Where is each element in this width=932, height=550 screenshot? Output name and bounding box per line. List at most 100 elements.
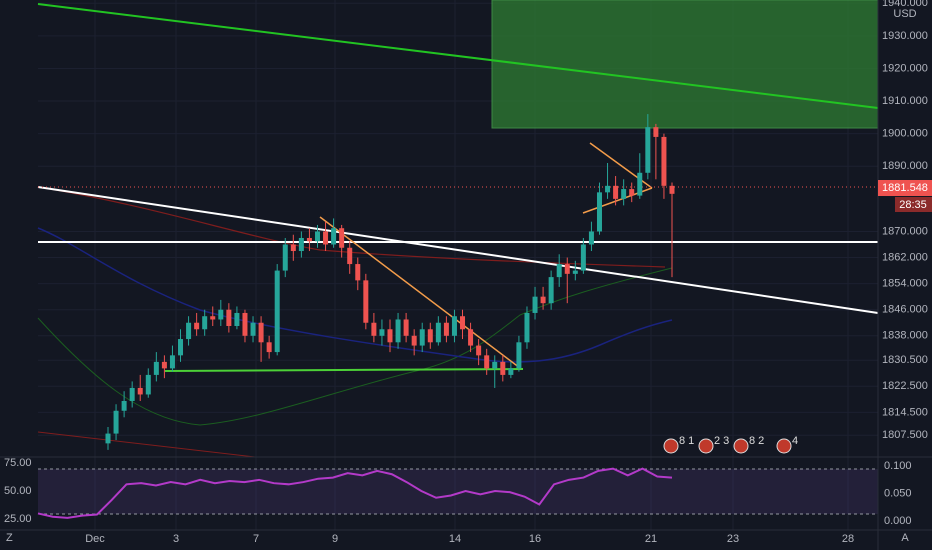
y-tick-label: 1920.000 [882, 62, 928, 74]
rsi [37, 467, 673, 519]
candle-body [153, 361, 159, 375]
candle-body [331, 228, 337, 245]
candle-body [669, 185, 675, 194]
ma-blue [37, 227, 673, 363]
ma-red-lower [37, 431, 256, 458]
candle-body [476, 345, 482, 356]
candle-body [484, 355, 490, 369]
y-tick-label: 1814.500 [882, 406, 928, 418]
event-icon [776, 438, 792, 454]
candle-body [202, 316, 208, 330]
candle-body [218, 309, 224, 320]
candle-body [435, 322, 441, 343]
x-tick-label: 23 [727, 533, 739, 545]
price-tag [878, 180, 932, 196]
y-tick-label: 1862.000 [882, 251, 928, 263]
candle-body [427, 329, 433, 343]
events: 8 1 2 3 8 2 4 [663, 435, 798, 454]
candle-body [290, 244, 296, 252]
candle-body [395, 319, 401, 343]
candle-body [234, 312, 240, 327]
x-tick-label: 16 [529, 533, 541, 545]
candle-body [540, 296, 546, 304]
candle-body [661, 136, 667, 186]
candle-body [258, 322, 264, 343]
countdown: 28:35 [899, 199, 927, 211]
candle-body [451, 316, 457, 336]
candle-body [621, 189, 627, 199]
candle-body [379, 329, 385, 336]
countdown-tag [895, 197, 932, 212]
candle-body [580, 244, 586, 271]
candle-body [524, 312, 530, 343]
y-tick-label: 1940.000 [882, 0, 928, 9]
y-tick-label: 1930.000 [882, 30, 928, 42]
candle-body [129, 387, 135, 401]
candle-body [169, 355, 175, 369]
candle-body [274, 270, 280, 353]
rsi-y2-tick-label: 0.000 [884, 515, 912, 527]
candle-body [371, 322, 377, 336]
candle-body [613, 185, 619, 199]
candle-body [605, 185, 611, 193]
trend-line-white [37, 186, 879, 314]
candle-body [564, 264, 570, 274]
candle-body [306, 237, 312, 242]
rsi-band [38, 469, 878, 514]
candle-body [387, 329, 393, 343]
candle-body [548, 277, 554, 304]
event-icon [733, 438, 749, 454]
candle-body [572, 270, 578, 274]
x-tick-label: 9 [332, 533, 338, 545]
candle-body [314, 231, 320, 242]
event-count: 8 1 [679, 435, 694, 447]
candle-body [500, 361, 506, 375]
candle-body [468, 329, 474, 346]
candle-body [282, 244, 288, 271]
candle-body [347, 247, 353, 265]
y-tick-label: 1890.000 [882, 160, 928, 172]
candle-body [226, 309, 232, 327]
candle-body [363, 280, 369, 323]
candle-body [105, 433, 111, 444]
event-count: 8 2 [749, 435, 764, 447]
candle-body [210, 316, 216, 320]
candle-body [145, 374, 151, 395]
candle-body [137, 387, 143, 395]
candle-body [121, 400, 127, 411]
auto-button[interactable]: A [901, 532, 909, 544]
y-tick-label: 1838.000 [882, 330, 928, 342]
candle-body [492, 361, 498, 369]
candle-body [443, 322, 449, 336]
candle-body [508, 368, 514, 375]
candle-body [161, 361, 167, 369]
candle-body [411, 335, 417, 346]
candle-body [266, 342, 272, 353]
candle-body [178, 339, 184, 356]
candle-body [645, 127, 651, 173]
candles [105, 114, 675, 450]
x-tick-label: 21 [645, 533, 657, 545]
target-zone [491, 0, 879, 129]
y-tick-label: 1854.000 [882, 278, 928, 290]
grid [38, 0, 878, 530]
y-tick-label: 1822.500 [882, 380, 928, 392]
candle-body [532, 296, 538, 313]
candle-body [556, 264, 562, 278]
z-button[interactable]: Z [6, 532, 13, 544]
candle-body [588, 231, 594, 245]
candle-body [355, 264, 361, 281]
y-tick-label: 1846.000 [882, 304, 928, 316]
candle-body [194, 322, 200, 330]
rsi-y2-tick-label: 0.100 [884, 460, 912, 472]
candle-body [186, 322, 192, 340]
base-line [164, 368, 524, 372]
candle-body [637, 172, 643, 196]
candle-body [460, 316, 466, 330]
event-icon [663, 438, 679, 454]
rsi-tick-label: 75.00 [4, 457, 32, 469]
candle-body [516, 342, 522, 369]
candle-body [339, 228, 345, 248]
candle-body [323, 231, 329, 245]
